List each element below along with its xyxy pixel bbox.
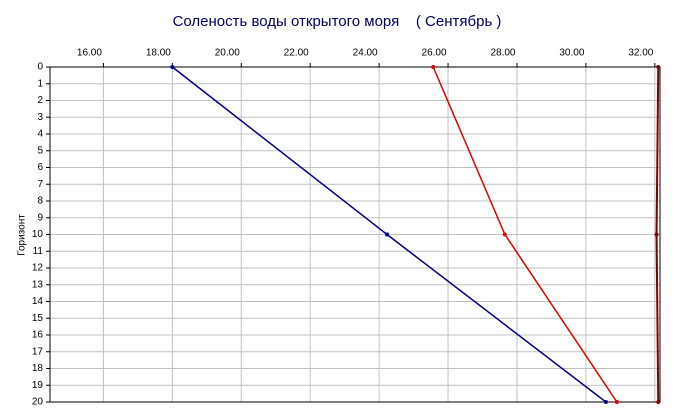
plot-frame [49,66,661,403]
point [431,65,436,69]
x-tick-label: 16.00 [77,48,102,59]
y-tick-label: 9 [37,212,43,223]
x-tick-label: 28.00 [490,48,515,59]
y-axis-label: Горизонт [17,214,28,256]
point [603,400,608,404]
y-tick-label: 2 [37,95,43,106]
y-tick-label: 3 [37,112,43,123]
point [656,400,661,404]
y-tick-label: 12 [32,263,44,274]
x-tick-label: 22.00 [284,48,309,59]
y-tick-label: 5 [37,145,43,156]
y-tick-label: 0 [37,62,43,73]
x-tick-label: 24.00 [353,48,378,59]
y-tick-label: 13 [32,279,44,290]
x-tick-label: 18.00 [146,48,171,59]
x-tick-label: 32.00 [628,48,653,59]
y-tick-label: 8 [37,196,43,207]
x-tick-label: 20.00 [215,48,240,59]
y-tick-label: 11 [33,246,44,257]
chart-title: Соленость воды открытого моря ( Сентябрь… [173,13,502,30]
y-tick-label: 1 [37,78,43,89]
y-tick-label: 10 [32,229,44,240]
y-tick-label: 18 [32,363,44,374]
y-tick-label: 19 [32,380,44,391]
point [170,65,175,69]
point [385,232,390,237]
point [502,232,507,237]
y-tick-label: 15 [32,313,44,324]
y-tick-label: 6 [37,162,43,173]
point [654,232,659,237]
y-tick-label: 17 [32,346,44,357]
y-tick-label: 7 [37,179,43,190]
y-tick-label: 14 [32,296,44,307]
y-tick-label: 16 [32,330,44,341]
x-tick-label: 30.00 [559,48,584,59]
x-tick-label: 26.00 [422,48,447,59]
y-tick-label: 20 [32,397,44,408]
point [656,65,661,69]
point [614,400,619,404]
y-tick-label: 4 [37,129,43,140]
